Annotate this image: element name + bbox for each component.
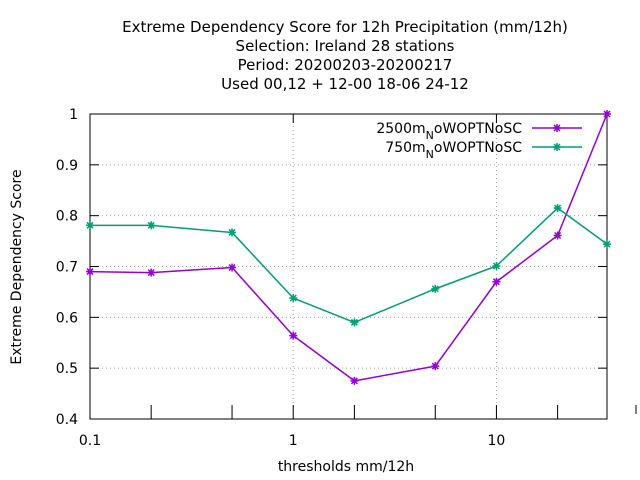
marker-core [352,378,357,384]
y-tick-label: 0.4 [56,412,78,428]
y-tick-label: 0.6 [56,310,78,326]
marker-core [494,263,499,269]
grid [90,114,607,419]
marker-core [291,295,296,301]
y-axis-label: Extreme Dependency Score [9,169,25,364]
marker-core [229,230,235,235]
marker-core [148,223,154,228]
data-point [289,294,298,303]
marker-core [87,223,93,228]
data-point [350,318,359,327]
series-line [89,113,608,382]
x-tick-label: 1 [289,433,298,449]
chart-title: Extreme Dependency Score for 12h Precipi… [122,18,568,93]
x-tick-label: 10 [488,433,506,449]
data-point [86,221,94,230]
series-2 [86,204,611,327]
marker-core [352,320,357,325]
legend-name-rest: oWOPTNoSC [434,140,522,156]
data-point [603,240,611,249]
marker-core [229,265,235,270]
marker-core [494,279,499,284]
data-point [350,376,359,385]
legend-name-main: 2500m [376,121,425,137]
data-point [289,331,298,340]
title-line-2: Selection: Ireland 28 stations [236,37,455,55]
x-tick-label: 0.1 [79,433,101,449]
data-point [492,277,501,286]
series-group [86,110,611,385]
marker-core [604,111,610,117]
data-point [147,221,156,230]
marker-core [604,241,610,247]
data-point [603,110,611,118]
y-tick-label: 1 [69,107,78,123]
data-point [553,124,561,132]
data-point [431,362,440,371]
marker-core [433,286,438,292]
legend-label: 2500mNoWOPTNoSC [376,121,522,142]
marker-core [433,363,438,369]
data-point [431,284,440,293]
y-tick-label: 0.5 [56,361,78,377]
legend-name-sub: N [426,148,434,161]
marker-core [87,269,93,274]
data-point [492,261,501,270]
title-line-1: Extreme Dependency Score for 12h Precipi… [122,18,568,36]
marker-core [148,270,154,275]
marker-core [555,233,560,238]
data-point [553,204,562,213]
data-point [147,268,156,277]
marker-core [291,333,296,338]
marker-core [554,144,560,150]
data-point [553,231,562,240]
legend-name-main: 750m [385,140,425,156]
tick-labels: 0.4 0.5 0.6 0.7 0.8 0.9 1 0.1 1 10 [56,107,506,449]
legend-name-rest: oWOPTNoSC [434,121,522,137]
y-tick-label: 0.7 [56,260,78,276]
y-tick-label: 0.9 [56,158,78,174]
series-line [90,207,608,324]
title-line-3: Period: 20200203-20200217 [238,56,453,74]
plot-frame [89,113,608,420]
legend-entry-1: 2500mNoWOPTNoSC [376,121,582,142]
legend-name-sub: N [426,129,434,142]
series-1 [86,110,611,385]
data-point [553,143,561,151]
data-point [228,263,237,272]
data-point [228,228,237,237]
data-point [86,267,94,276]
x-axis-label: thresholds mm/12h [278,459,414,475]
marker-core [555,205,560,211]
y-tick-label: 0.8 [56,209,78,225]
legend-label: 750mNoWOPTNoSC [385,140,522,161]
legend-entry-2: 750mNoWOPTNoSC [385,140,582,161]
title-line-4: Used 00,12 + 12-00 18-06 24-12 [221,75,469,93]
marker-core [554,125,560,131]
